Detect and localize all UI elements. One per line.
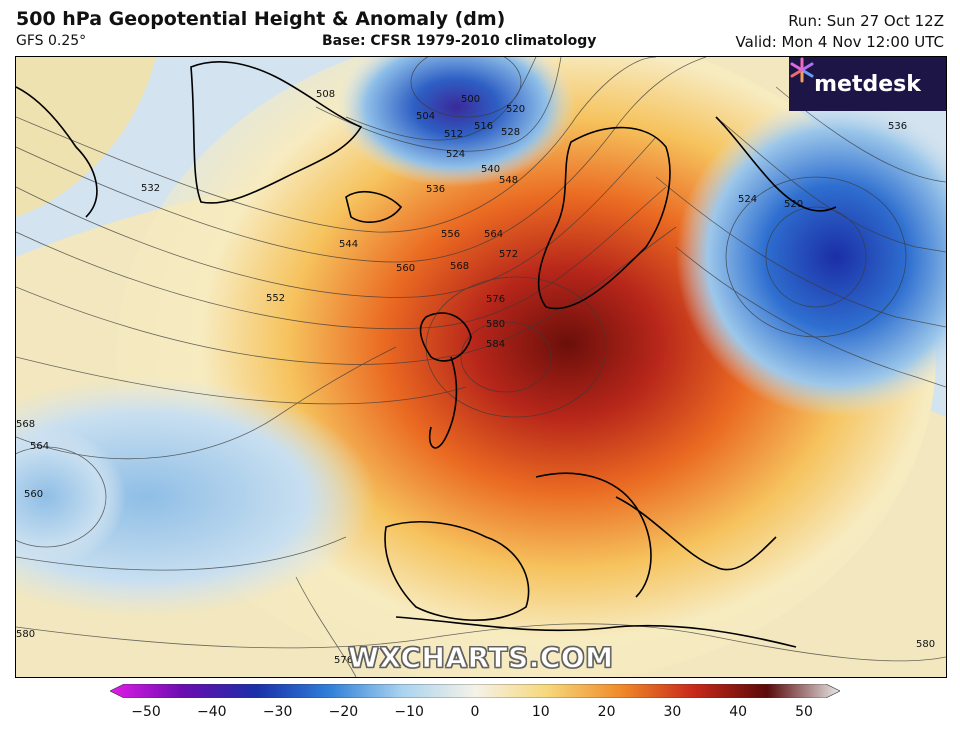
contour-label: 556 (441, 229, 460, 240)
metdesk-logo: metdesk (789, 57, 946, 111)
contour-label: 532 (141, 183, 160, 194)
contour-label: 564 (30, 441, 49, 452)
contour-labels: 508 504 500 512 516 520 524 528 532 536 … (16, 89, 935, 666)
map-canvas: 508 504 500 512 516 520 524 528 532 536 … (16, 57, 946, 677)
run-time-label: Run: Sun 27 Oct 12Z (788, 12, 944, 30)
contour-label: 528 (501, 127, 520, 138)
contour-label: 568 (450, 261, 469, 272)
contour-label: 576 (486, 294, 505, 305)
contour-label: 584 (486, 339, 505, 350)
colorbar-tick-label: 40 (729, 704, 748, 720)
contour-label: 520 (506, 104, 525, 115)
coastline-lines (16, 61, 837, 648)
colorbar-tick-label: 50 (795, 704, 813, 720)
contour-label: 504 (416, 111, 435, 122)
anomaly-colorbar (110, 684, 840, 698)
colorbar-tick-label: 0 (470, 704, 480, 720)
contour-label: 536 (888, 121, 907, 132)
contour-label: 576 (334, 655, 353, 666)
base-climatology-label: Base: CFSR 1979-2010 climatology (322, 33, 597, 49)
metdesk-wordmark: metdesk (814, 71, 921, 97)
contour-label: 508 (316, 89, 335, 100)
contour-label: 552 (266, 293, 285, 304)
contour-label: 540 (481, 164, 500, 175)
metdesk-logo-icon (790, 57, 814, 83)
contour-label: 544 (339, 239, 358, 250)
colorbar-tick-label: −30 (262, 704, 293, 720)
contour-label: 580 (916, 639, 935, 650)
contour-label: 548 (499, 175, 518, 186)
contour-label: 580 (486, 319, 505, 330)
contour-label: 520 (784, 199, 803, 210)
contour-label: 516 (474, 121, 493, 132)
colorbar-tick-label: 20 (597, 704, 616, 720)
contour-label: 524 (446, 149, 465, 160)
valid-time-label: Valid: Mon 4 Nov 12:00 UTC (735, 33, 944, 51)
contour-label: 560 (24, 489, 43, 500)
colorbar-tick-label: −50 (131, 704, 161, 720)
anomaly-map: 508 504 500 512 516 520 524 528 532 536 … (15, 56, 947, 678)
colorbar-tick-label: 10 (531, 704, 550, 720)
colorbar-tick-label: −40 (197, 704, 227, 720)
contour-label: 536 (426, 184, 445, 195)
contour-label: 564 (484, 229, 503, 240)
contour-label: 580 (16, 629, 35, 640)
contour-label: 524 (738, 194, 757, 205)
contour-label: 500 (461, 94, 480, 105)
contour-label: 568 (16, 419, 35, 430)
wxcharts-watermark: WXCHARTS.COM (348, 641, 614, 675)
chart-title: 500 hPa Geopotential Height & Anomaly (d… (16, 8, 506, 30)
colorbar-tick-label: −10 (394, 704, 424, 720)
contour-label: 560 (396, 263, 415, 274)
colorbar-tick-label: −20 (328, 704, 359, 720)
contour-label: 572 (499, 249, 518, 260)
colorbar-tick-label: 30 (663, 704, 682, 720)
model-label: GFS 0.25° (16, 33, 87, 49)
contour-label: 512 (444, 129, 463, 140)
